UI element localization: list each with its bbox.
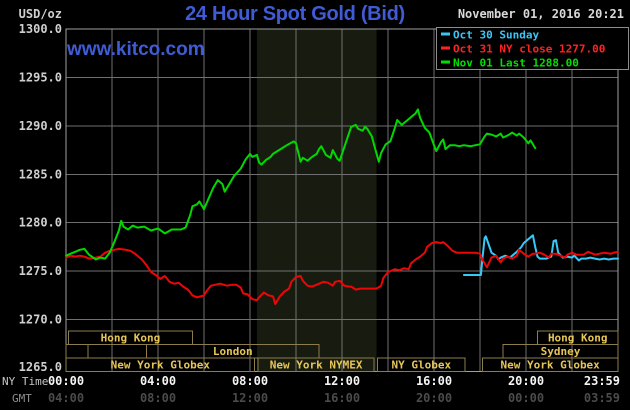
y-axis-tick-label: 1290.0	[19, 119, 62, 133]
legend-marker	[441, 32, 450, 36]
y-axis-tick-label: 1295.0	[19, 70, 62, 84]
price-line-oct-30-sunday	[462, 234, 619, 276]
y-axis-tick-label: 1285.0	[19, 167, 62, 181]
kitco-watermark-link[interactable]: www.kitco.com	[67, 39, 205, 60]
ny-time-tick-label: 04:00	[140, 374, 176, 388]
nymex-hours-band	[256, 29, 377, 371]
session-box	[257, 357, 375, 372]
session-label: New York Globex	[111, 359, 211, 372]
y-axis-tick-label: 1270.0	[19, 313, 62, 327]
session-box	[87, 344, 147, 359]
y-axis-tick-label: 1280.0	[19, 216, 62, 230]
ny-time-tick-label: 12:00	[324, 374, 360, 388]
session-label: Hong Kong	[548, 332, 608, 345]
gmt-time-tick-label: 03:59	[584, 391, 620, 405]
session-label: NY Globex	[392, 359, 452, 372]
legend-label: Oct 30 Sunday	[453, 29, 539, 42]
session-box	[65, 344, 89, 359]
y-axis-tick-label: 1275.0	[19, 264, 62, 278]
gmt-time-tick-label: 04:00	[48, 391, 84, 405]
session-label: London	[213, 345, 253, 358]
ny-time-tick-label: 00:00	[48, 374, 84, 388]
session-box	[481, 357, 619, 372]
ny-time-tick-label: 23:59	[584, 374, 620, 388]
gmt-time-tick-label: 20:00	[416, 391, 452, 405]
legend-box	[436, 27, 629, 70]
price-line-oct-31-ny-close-1277-00	[65, 241, 619, 306]
y-axis-tick-label: 1300.0	[19, 22, 62, 36]
session-label: Hong Kong	[101, 332, 161, 345]
ny-time-tick-label: 20:00	[508, 374, 544, 388]
page-title: 24 Hour Spot Gold (Bid)	[185, 3, 405, 25]
gmt-axis-label: GMT	[12, 392, 32, 405]
session-box	[65, 357, 256, 372]
session-box	[377, 357, 466, 372]
session-label: New York Globex	[500, 359, 600, 372]
session-label: Sydney	[541, 345, 581, 358]
session-label: New York NYMEX	[270, 359, 363, 372]
gmt-time-tick-label: 16:00	[324, 391, 360, 405]
ny-time-tick-label: 08:00	[232, 374, 268, 388]
gmt-time-tick-label: 00:00	[508, 391, 544, 405]
legend-marker	[441, 60, 450, 64]
y-axis-unit-label: USD/oz	[18, 7, 62, 21]
ny-time-tick-label: 16:00	[416, 374, 452, 388]
gmt-time-tick-label: 08:00	[140, 391, 176, 405]
legend-label: Oct 31 NY close 1277.00	[453, 43, 605, 56]
legend-marker	[441, 46, 450, 50]
legend-label: Nov 01 Last 1288.00	[453, 57, 579, 70]
ny-time-axis-label: NY Time	[2, 375, 49, 388]
y-axis-tick-label: 1265.0	[19, 360, 62, 374]
gmt-time-tick-label: 12:00	[232, 391, 268, 405]
price-line-nov-01-last-1288-00	[65, 108, 537, 261]
timestamp: November 01, 2016 20:21	[457, 7, 624, 21]
